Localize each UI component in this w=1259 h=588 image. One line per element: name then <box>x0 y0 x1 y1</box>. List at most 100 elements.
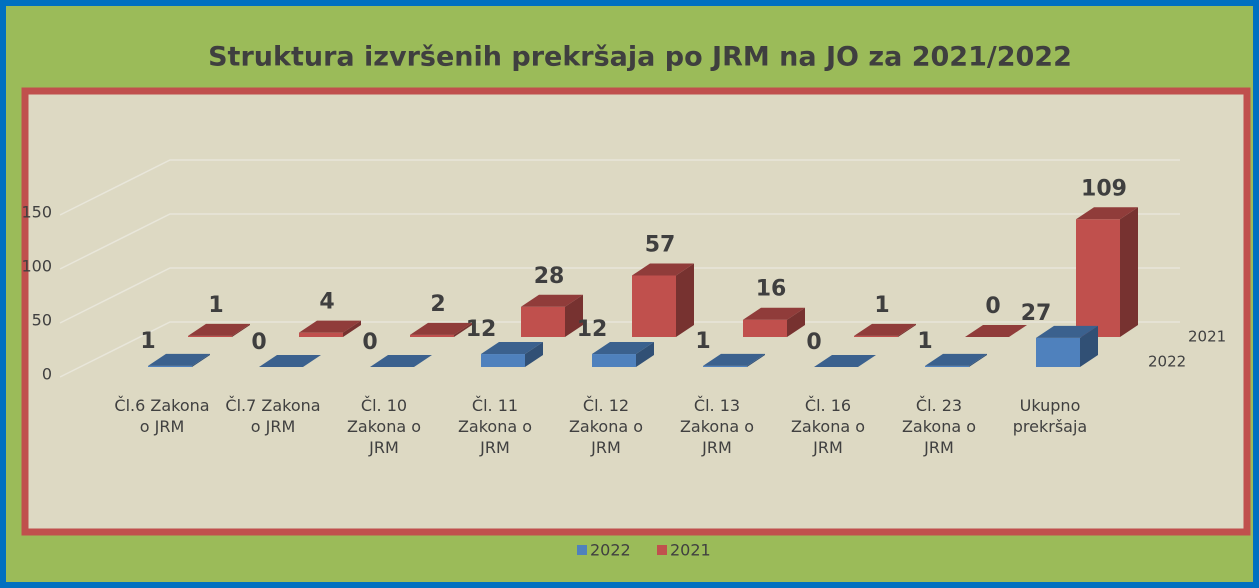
data-label: 1 <box>917 329 932 354</box>
grid-line <box>59 213 1180 270</box>
bar-top <box>965 325 1027 337</box>
bar-front <box>925 365 969 367</box>
bar-top <box>632 263 694 276</box>
chart-title: Struktura izvršenih prekršaja po JRM na … <box>208 42 1072 73</box>
data-label: 0 <box>251 330 266 355</box>
bar-side <box>898 323 916 337</box>
data-label: 12 <box>577 317 608 342</box>
bar-top <box>410 322 472 335</box>
bar-top <box>592 342 654 355</box>
bar <box>632 263 694 337</box>
bar <box>925 353 987 367</box>
bar-top <box>1036 325 1098 338</box>
bar-top <box>188 323 250 336</box>
x-tick-label: Čl. 10 Zakona o JRM <box>346 396 422 457</box>
data-label: 0 <box>806 330 821 355</box>
bar <box>1036 325 1098 367</box>
bar <box>703 353 765 367</box>
bar-side <box>636 342 654 367</box>
bar-top <box>743 307 805 320</box>
y-tick-label: 150 <box>21 203 52 222</box>
bar <box>148 353 210 367</box>
bar-side <box>565 294 583 337</box>
bar-front <box>703 365 747 367</box>
data-label: 28 <box>534 264 565 289</box>
bar-top <box>299 320 361 333</box>
grid-line <box>59 321 1180 378</box>
bar-front <box>743 319 787 337</box>
bar-top <box>703 353 765 366</box>
bar-front <box>592 354 636 367</box>
bar-side <box>1080 325 1098 367</box>
bar-front <box>410 334 454 337</box>
depth-label: 2022 <box>1148 353 1186 371</box>
data-label: 1 <box>140 329 155 354</box>
x-tick-label: Čl. 16 Zakona o JRM <box>790 396 866 457</box>
bar-front <box>1076 219 1120 337</box>
legend-label: 2022 <box>590 541 631 560</box>
bar-top <box>521 294 583 307</box>
bar <box>259 355 321 367</box>
grid-line <box>59 159 1180 216</box>
bar <box>965 325 1027 337</box>
bar <box>370 355 432 367</box>
bar-side <box>454 322 472 337</box>
bar <box>299 320 361 337</box>
y-tick-label: 0 <box>42 365 52 384</box>
depth-label: 2021 <box>1188 328 1226 346</box>
bar <box>592 342 654 367</box>
data-label: 0 <box>362 330 377 355</box>
bar <box>1076 207 1138 337</box>
x-tick-label: Čl. 23 Zakona o JRM <box>901 396 977 457</box>
bar-front <box>299 332 343 337</box>
bar-front <box>481 354 525 367</box>
bar-front <box>1036 337 1080 367</box>
data-label: 0 <box>985 294 1000 319</box>
data-label: 2 <box>430 292 445 317</box>
bar <box>410 322 472 337</box>
y-tick-label: 50 <box>32 311 52 330</box>
bar-side <box>676 263 694 337</box>
x-tick-label: Ukupno prekršaja <box>1012 396 1088 436</box>
bar-top <box>148 353 210 366</box>
bar-front <box>148 365 192 367</box>
bar-top <box>854 323 916 336</box>
grid-line <box>59 267 1180 324</box>
bar-front <box>521 306 565 337</box>
bar-top <box>814 355 876 367</box>
data-label: 16 <box>756 277 787 302</box>
x-tick-label: Čl. 12 Zakona o JRM <box>568 396 644 457</box>
data-label: 109 <box>1081 176 1127 201</box>
data-label: 57 <box>645 232 676 257</box>
x-tick-label: Čl.7 Zakona o JRM <box>225 396 321 436</box>
bar <box>854 323 916 337</box>
bar-top <box>370 355 432 367</box>
bar-side <box>525 342 543 367</box>
bar-side <box>969 353 987 367</box>
bar-side <box>1120 207 1138 337</box>
legend-swatch <box>577 545 587 555</box>
bar-front <box>632 275 676 337</box>
data-label: 1 <box>695 329 710 354</box>
data-label: 1 <box>208 293 223 318</box>
legend-label: 2021 <box>670 541 711 560</box>
legend-swatch <box>657 545 667 555</box>
bar-side <box>747 353 765 367</box>
bar-side <box>232 323 250 337</box>
bar-side <box>343 320 361 337</box>
y-tick-label: 100 <box>21 257 52 276</box>
data-label: 12 <box>466 317 497 342</box>
x-tick-label: Čl. 11 Zakona o JRM <box>457 396 533 457</box>
bar-side <box>787 307 805 337</box>
x-tick-label: Čl. 13 Zakona o JRM <box>679 396 755 457</box>
bar <box>814 355 876 367</box>
data-label: 1 <box>874 293 889 318</box>
bar-front <box>188 335 232 337</box>
bar <box>521 294 583 337</box>
bar-top <box>1076 207 1138 220</box>
bar-top <box>259 355 321 367</box>
data-label: 4 <box>319 290 334 315</box>
bar-front <box>854 335 898 337</box>
